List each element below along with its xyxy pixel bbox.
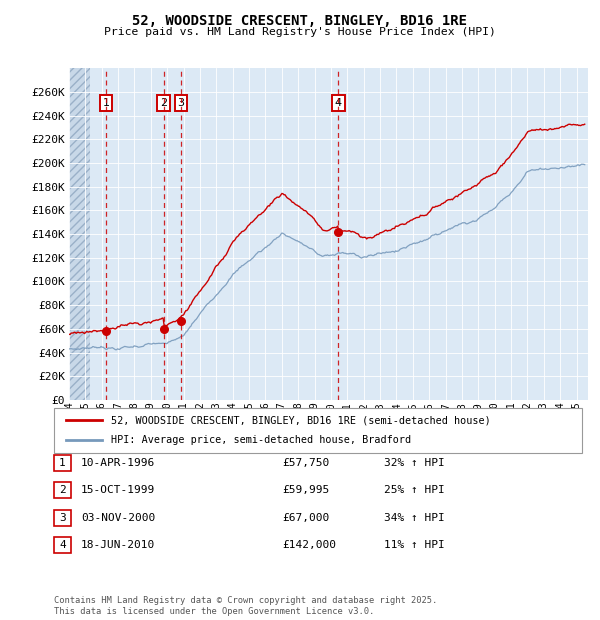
Text: Price paid vs. HM Land Registry's House Price Index (HPI): Price paid vs. HM Land Registry's House … bbox=[104, 27, 496, 37]
Text: 3: 3 bbox=[178, 98, 184, 108]
Text: Contains HM Land Registry data © Crown copyright and database right 2025.
This d: Contains HM Land Registry data © Crown c… bbox=[54, 596, 437, 616]
Text: 52, WOODSIDE CRESCENT, BINGLEY, BD16 1RE: 52, WOODSIDE CRESCENT, BINGLEY, BD16 1RE bbox=[133, 14, 467, 28]
Text: 15-OCT-1999: 15-OCT-1999 bbox=[81, 485, 155, 495]
Text: HPI: Average price, semi-detached house, Bradford: HPI: Average price, semi-detached house,… bbox=[111, 435, 411, 445]
Text: 1: 1 bbox=[59, 458, 66, 468]
Text: 18-JUN-2010: 18-JUN-2010 bbox=[81, 540, 155, 550]
Text: 3: 3 bbox=[59, 513, 66, 523]
Text: 11% ↑ HPI: 11% ↑ HPI bbox=[384, 540, 445, 550]
Text: 03-NOV-2000: 03-NOV-2000 bbox=[81, 513, 155, 523]
Text: 34% ↑ HPI: 34% ↑ HPI bbox=[384, 513, 445, 523]
Text: 52, WOODSIDE CRESCENT, BINGLEY, BD16 1RE (semi-detached house): 52, WOODSIDE CRESCENT, BINGLEY, BD16 1RE… bbox=[111, 415, 491, 425]
Text: £67,000: £67,000 bbox=[282, 513, 329, 523]
Text: £57,750: £57,750 bbox=[282, 458, 329, 468]
Text: 4: 4 bbox=[59, 540, 66, 550]
Text: 4: 4 bbox=[335, 98, 342, 108]
Text: 1: 1 bbox=[103, 98, 110, 108]
Text: 32% ↑ HPI: 32% ↑ HPI bbox=[384, 458, 445, 468]
Text: 10-APR-1996: 10-APR-1996 bbox=[81, 458, 155, 468]
Bar bbox=[69, 68, 90, 400]
Text: £142,000: £142,000 bbox=[282, 540, 336, 550]
Text: 2: 2 bbox=[160, 98, 167, 108]
Text: £59,995: £59,995 bbox=[282, 485, 329, 495]
Text: 2: 2 bbox=[59, 485, 66, 495]
Text: 25% ↑ HPI: 25% ↑ HPI bbox=[384, 485, 445, 495]
